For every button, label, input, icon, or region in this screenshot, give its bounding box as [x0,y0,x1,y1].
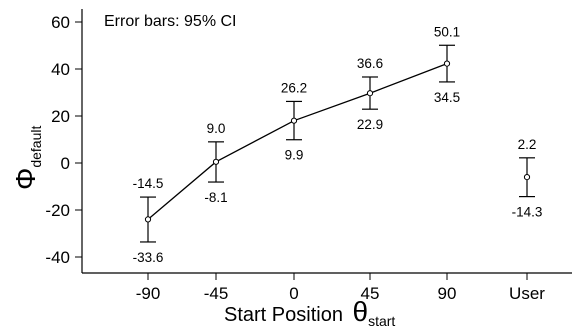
data-point [290,117,298,124]
x-axis-title-subscript: start [368,313,395,329]
ci-low-label: 9.9 [285,148,304,163]
x-tick-label: User [509,284,545,303]
x-tick-label: 0 [289,284,298,303]
ci-low-label: -8.1 [204,190,227,205]
data-point [366,90,374,97]
data-point [443,60,451,67]
x-ticks: -90 -45 0 45 90 User [136,273,545,303]
x-axis-title-symbol: θ [353,296,369,327]
ci-high-label: 2.2 [518,137,537,152]
data-point [144,216,152,223]
y-tick-label: 60 [51,13,70,32]
data-point [212,158,220,165]
x-tick-label: -45 [204,284,229,303]
y-axis-title: Φdefault [10,126,44,190]
x-tick-label: -90 [136,284,161,303]
ci-low-label: 22.9 [357,117,383,132]
y-tick-label: 0 [61,154,70,173]
y-tick-label: 20 [51,107,70,126]
chart-annotation: Error bars: 95% CI [104,13,236,30]
y-tick-label: -20 [45,201,70,220]
ci-low-label: 34.5 [434,90,460,105]
ci-low-label: -33.6 [133,250,164,265]
y-tick-label: 40 [51,60,70,79]
ci-high-label: 50.1 [434,24,460,39]
y-ticks: -40 -20 0 20 40 60 [45,13,82,267]
y-axis-title-subscript: default [28,126,44,168]
y-axis-title-symbol: Φ [10,168,41,190]
x-tick-label: 90 [438,284,457,303]
x-axis-title-text: Start Position [224,304,349,326]
x-tick-label: 45 [361,284,380,303]
y-tick-label: -40 [45,248,70,267]
ci-high-label: 36.6 [357,56,383,71]
ci-low-label: -14.3 [512,205,543,220]
data-point [523,174,531,181]
ci-high-label: 26.2 [281,80,307,95]
ci-high-label: 9.0 [207,121,226,136]
series: -14.5 -33.6 9.0 -8.1 26.2 9.9 36.6 22.9 50.1 34.5… [133,24,543,265]
x-axis-title: Start Position θstart [224,296,395,329]
ci-high-label: -14.5 [133,176,164,191]
